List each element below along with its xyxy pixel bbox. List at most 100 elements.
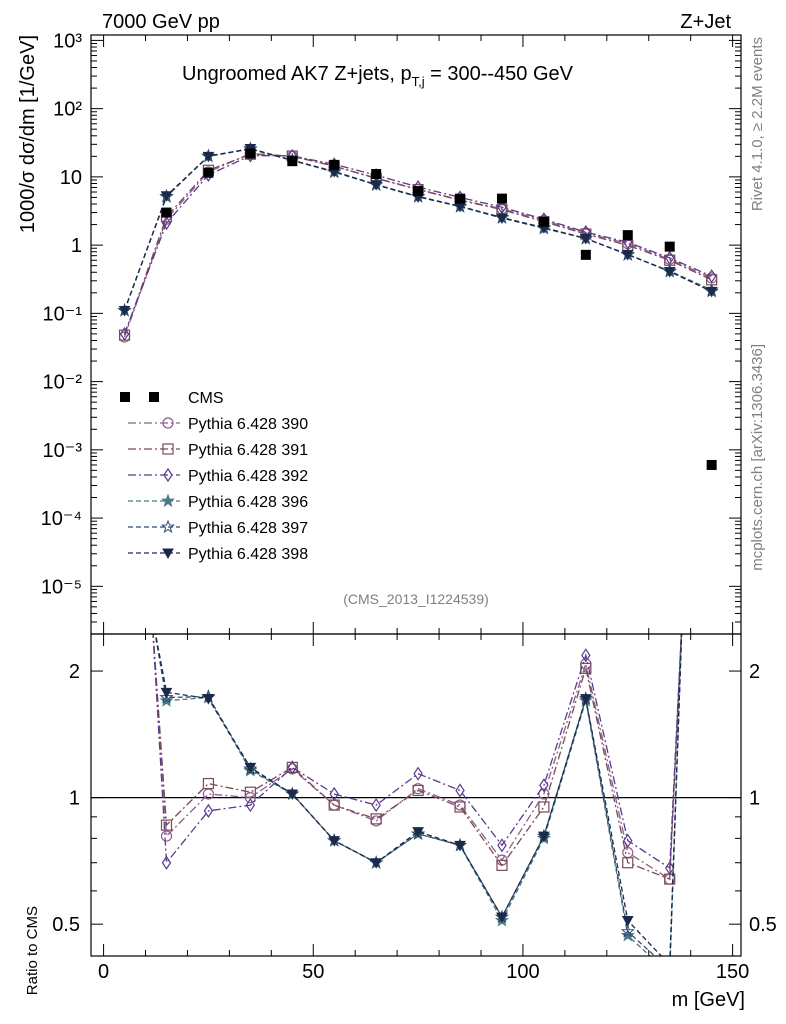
ratio-series-point bbox=[371, 797, 381, 813]
x-axis-label: m [GeV] bbox=[672, 989, 745, 1011]
ratio-series-point bbox=[620, 924, 635, 938]
ratio-series-point bbox=[244, 786, 256, 798]
series-point bbox=[706, 269, 717, 284]
ratio-y-tick-label: 1 bbox=[69, 788, 80, 810]
ratio-series-point bbox=[538, 801, 550, 813]
main-axes: 10⁻⁵ 10⁻⁴ 10⁻³ 10⁻² 10⁻¹ 1 10 10² 10³ bbox=[41, 30, 741, 635]
ratio-series-point bbox=[497, 838, 507, 853]
legend-entry: Pythia 6.428 391 bbox=[128, 442, 308, 459]
main-series-layer bbox=[117, 141, 719, 470]
legend-entry: Pythia 6.428 392 bbox=[128, 467, 308, 485]
cms-data-point bbox=[329, 159, 340, 170]
series-point bbox=[119, 326, 130, 341]
ratio-series-layer bbox=[152, 634, 683, 975]
ratio-series-point bbox=[496, 859, 508, 871]
cms-data-point bbox=[580, 249, 591, 260]
series-point bbox=[370, 180, 383, 191]
main-y-tick-label: 10⁻² bbox=[43, 372, 83, 394]
cms-data-point bbox=[455, 193, 466, 204]
series-point bbox=[705, 286, 718, 298]
cms-data-point bbox=[664, 241, 675, 252]
ratio-series-line bbox=[154, 634, 683, 956]
cms-data-point bbox=[706, 459, 717, 470]
main-y-tick-label: 1 bbox=[71, 235, 82, 257]
main-y-tick-label: 10⁻⁵ bbox=[41, 576, 82, 598]
series-point bbox=[202, 151, 215, 163]
series-point bbox=[160, 191, 173, 202]
ratio-series-point bbox=[329, 786, 339, 802]
cms-data-point bbox=[245, 148, 256, 159]
ratio-series-point bbox=[412, 827, 424, 838]
cms-data-point bbox=[287, 156, 298, 167]
ratio-series-point bbox=[581, 648, 591, 663]
ratio-series-point bbox=[620, 928, 635, 942]
ratio-series-point bbox=[412, 784, 424, 797]
ratio-y-tick-label: 0.5 bbox=[52, 914, 80, 936]
cms-data-point bbox=[371, 169, 382, 180]
ratio-series-point bbox=[580, 662, 592, 674]
header-left: 7000 GeV pp bbox=[102, 11, 220, 33]
ratio-plot-frame bbox=[90, 633, 742, 957]
series-point bbox=[621, 249, 634, 261]
header-right: Z+Jet bbox=[680, 11, 731, 33]
ratio-series-point bbox=[664, 964, 675, 975]
x-tick-label: 100 bbox=[506, 961, 539, 983]
ratio-series-point bbox=[203, 803, 214, 818]
x-tick-label: 50 bbox=[302, 961, 324, 983]
ratio-series-point bbox=[413, 766, 423, 781]
series-point bbox=[496, 213, 508, 224]
ratio-y-tick-label-right: 1 bbox=[749, 788, 760, 810]
main-y-tick-label: 10⁻³ bbox=[43, 440, 83, 462]
main-y-tick-label: 10⁻⁴ bbox=[41, 508, 82, 530]
ratio-series-point bbox=[287, 760, 298, 775]
ratio-series-point bbox=[245, 797, 256, 813]
cms-data-point bbox=[496, 193, 507, 204]
legend-entry: Pythia 6.428 390 bbox=[128, 416, 308, 433]
ratio-series-point bbox=[160, 819, 173, 831]
legend-marker-cms bbox=[149, 392, 159, 402]
series-point bbox=[161, 216, 172, 231]
ratio-series-line bbox=[154, 634, 683, 956]
legend-marker bbox=[162, 417, 174, 429]
main-y-axis-label: 1000/σ dσ/dm [1/GeV] bbox=[17, 35, 39, 233]
ratio-series-point bbox=[244, 762, 257, 774]
ratio-series-point bbox=[161, 855, 172, 870]
ratio-series-point bbox=[579, 694, 592, 705]
ratio-series-line bbox=[152, 634, 683, 881]
mcplots-label: mcplots.cern.ch [arXiv:1306.3436] bbox=[749, 344, 766, 571]
main-plot-frame bbox=[90, 34, 742, 635]
legend-entry-cms: CMS bbox=[120, 390, 224, 407]
ratio-series-point bbox=[286, 789, 299, 801]
legend-marker-cms bbox=[120, 392, 130, 402]
x-tick-label: 0 bbox=[98, 961, 109, 983]
ratio-axes: 0 50 100 150 0.5 0.5 1 1 2 2 bbox=[52, 634, 777, 983]
ratio-series-point bbox=[160, 830, 173, 842]
ratio-series-point bbox=[538, 831, 550, 843]
ratio-series-point bbox=[621, 916, 634, 927]
ratio-series-point bbox=[160, 687, 173, 699]
legend-entry: Pythia 6.428 398 bbox=[128, 546, 308, 563]
legend-label: Pythia 6.428 398 bbox=[188, 546, 308, 563]
x-tick-label: 150 bbox=[716, 961, 749, 983]
series-point bbox=[663, 267, 676, 278]
legend-entry: Pythia 6.428 397 bbox=[128, 519, 308, 537]
legend-label: Pythia 6.428 390 bbox=[188, 416, 308, 433]
main-y-tick-label: 10³ bbox=[53, 30, 82, 52]
cms-data-point bbox=[161, 207, 172, 218]
ratio-series-point bbox=[202, 777, 215, 790]
legend-marker bbox=[160, 519, 176, 534]
ratio-y-tick-label-right: 2 bbox=[749, 661, 760, 683]
ratio-series-point bbox=[622, 857, 634, 869]
ratio-y-tick-label-right: 0.5 bbox=[749, 914, 777, 936]
ratio-series-point bbox=[496, 912, 508, 924]
ratio-series-line bbox=[152, 634, 682, 870]
main-y-tick-label: 10⁻¹ bbox=[43, 303, 83, 325]
ratio-series-point bbox=[455, 783, 465, 798]
cms-data-point bbox=[413, 186, 424, 197]
ratio-series-point bbox=[328, 836, 341, 847]
ratio-series-point bbox=[370, 858, 383, 869]
legend-marker bbox=[162, 443, 174, 455]
legend-label: Pythia 6.428 396 bbox=[188, 494, 308, 511]
series-point bbox=[579, 234, 592, 245]
